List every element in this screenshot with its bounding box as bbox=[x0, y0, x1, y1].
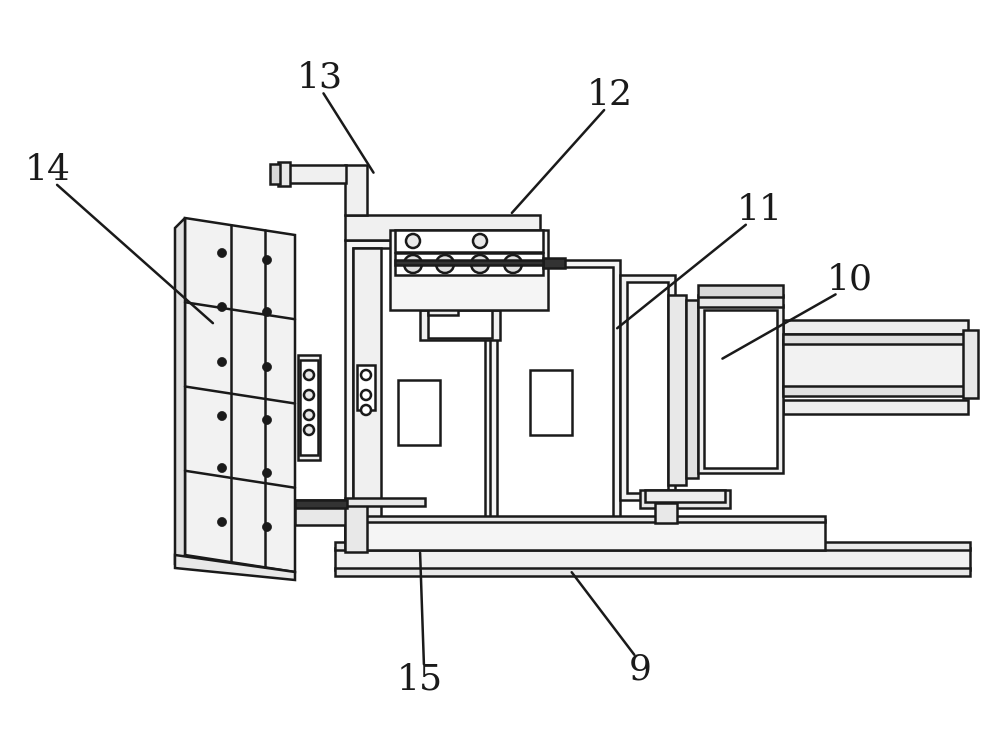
Bar bbox=[278, 162, 290, 186]
Bar bbox=[640, 490, 730, 508]
Bar bbox=[395, 230, 543, 252]
Circle shape bbox=[218, 412, 226, 421]
Bar bbox=[345, 165, 367, 215]
Bar bbox=[300, 360, 318, 455]
Bar bbox=[428, 310, 492, 338]
Circle shape bbox=[262, 362, 272, 371]
Bar bbox=[345, 215, 540, 240]
Bar bbox=[298, 355, 320, 460]
Circle shape bbox=[262, 522, 272, 532]
Bar bbox=[335, 542, 970, 550]
Bar bbox=[686, 300, 698, 478]
Circle shape bbox=[218, 518, 226, 527]
Bar bbox=[345, 520, 825, 550]
Bar bbox=[620, 275, 675, 500]
Bar bbox=[353, 248, 381, 562]
Circle shape bbox=[471, 255, 489, 273]
Bar bbox=[390, 230, 548, 310]
Circle shape bbox=[218, 249, 226, 258]
Bar bbox=[345, 516, 825, 522]
Bar bbox=[295, 500, 347, 508]
Polygon shape bbox=[175, 218, 185, 565]
Circle shape bbox=[218, 358, 226, 367]
Bar bbox=[295, 500, 347, 525]
Bar bbox=[698, 295, 783, 307]
Bar bbox=[783, 320, 968, 334]
Bar bbox=[286, 165, 346, 183]
Text: 9: 9 bbox=[629, 653, 651, 687]
Bar bbox=[530, 370, 572, 435]
Bar bbox=[783, 400, 968, 414]
Circle shape bbox=[218, 303, 226, 311]
Circle shape bbox=[304, 370, 314, 380]
Bar bbox=[357, 365, 375, 410]
Bar bbox=[783, 334, 968, 344]
Bar bbox=[698, 285, 783, 297]
Circle shape bbox=[304, 390, 314, 400]
Circle shape bbox=[361, 405, 371, 415]
Bar bbox=[270, 164, 280, 184]
Bar bbox=[395, 253, 543, 275]
Bar bbox=[783, 340, 968, 388]
Bar bbox=[963, 330, 978, 398]
Polygon shape bbox=[185, 218, 295, 572]
Bar bbox=[335, 548, 970, 570]
Circle shape bbox=[304, 425, 314, 435]
Circle shape bbox=[473, 234, 487, 248]
Bar bbox=[398, 380, 440, 445]
Text: 12: 12 bbox=[587, 78, 633, 112]
Bar bbox=[428, 240, 458, 315]
Bar bbox=[395, 260, 543, 265]
Bar bbox=[627, 282, 668, 493]
Circle shape bbox=[262, 415, 272, 424]
Text: 10: 10 bbox=[827, 263, 873, 297]
Circle shape bbox=[218, 463, 226, 473]
Circle shape bbox=[404, 255, 422, 273]
Bar bbox=[345, 498, 425, 506]
Circle shape bbox=[406, 234, 420, 248]
Bar bbox=[543, 258, 565, 268]
Text: 11: 11 bbox=[737, 193, 783, 227]
Bar bbox=[420, 310, 500, 340]
Bar bbox=[497, 267, 613, 523]
Bar bbox=[345, 240, 493, 570]
Bar bbox=[335, 568, 970, 576]
Bar bbox=[345, 500, 367, 552]
Bar bbox=[783, 386, 968, 396]
Circle shape bbox=[361, 390, 371, 400]
Circle shape bbox=[504, 255, 522, 273]
Bar bbox=[698, 305, 783, 473]
Bar bbox=[704, 310, 777, 468]
Bar bbox=[353, 248, 485, 562]
Text: 13: 13 bbox=[297, 61, 343, 95]
Circle shape bbox=[304, 410, 314, 420]
Text: 14: 14 bbox=[25, 153, 71, 187]
Bar bbox=[490, 260, 620, 530]
Circle shape bbox=[436, 255, 454, 273]
Bar bbox=[645, 490, 725, 502]
Circle shape bbox=[262, 308, 272, 317]
Circle shape bbox=[262, 255, 272, 264]
Circle shape bbox=[361, 370, 371, 380]
Circle shape bbox=[262, 468, 272, 477]
Polygon shape bbox=[175, 555, 295, 580]
Bar bbox=[668, 295, 686, 485]
Bar bbox=[655, 503, 677, 523]
Text: 15: 15 bbox=[397, 663, 443, 697]
